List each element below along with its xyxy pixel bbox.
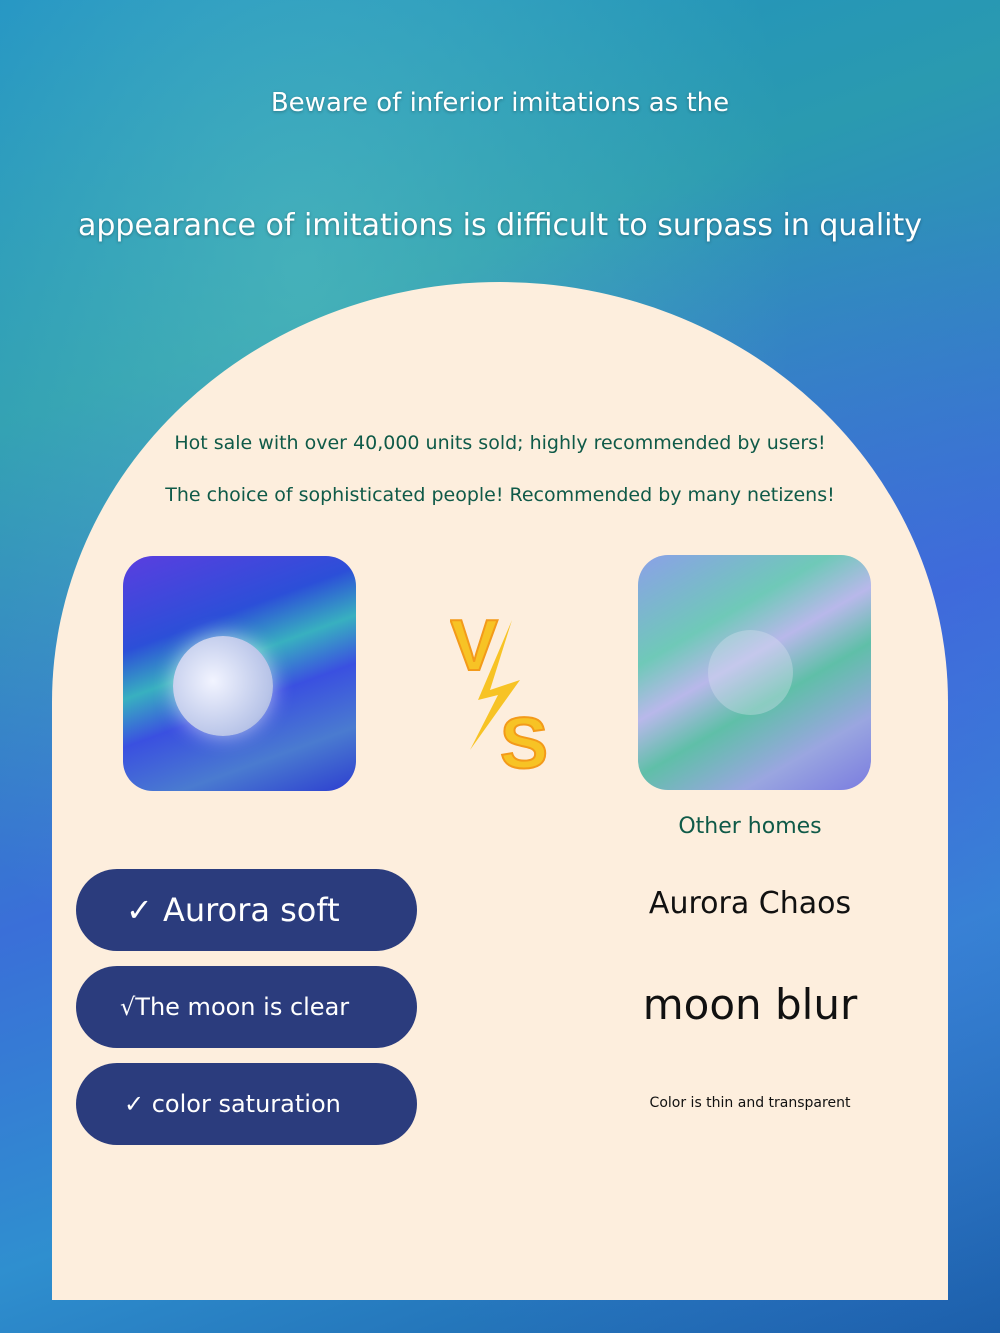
other-feature-aurora-chaos: Aurora Chaos — [648, 886, 852, 921]
vs-icon: V S — [450, 605, 549, 775]
feature-text: √The moon is clear — [120, 993, 350, 1021]
other-feature-color-thin: Color is thin and transparent — [649, 1095, 851, 1111]
tagline-choice: The choice of sophisticated people! Reco… — [165, 484, 835, 506]
feature-text: ✓ Aurora soft — [126, 891, 340, 929]
svg-text:S: S — [500, 704, 548, 775]
other-product-image — [638, 555, 871, 790]
feature-text: ✓ color saturation — [124, 1090, 341, 1118]
blurry-moon — [708, 630, 793, 715]
feature-pill-aurora-soft: ✓ Aurora soft — [76, 869, 417, 951]
headline-line-1: Beware of inferior imitations as the — [270, 88, 730, 118]
feature-pill-color-saturation: ✓ color saturation — [76, 1063, 417, 1145]
feature-pill-moon-clear: √The moon is clear — [76, 966, 417, 1048]
other-feature-moon-blur: moon blur — [642, 980, 858, 1029]
our-product-image — [123, 556, 356, 791]
tagline-sales: Hot sale with over 40,000 units sold; hi… — [174, 432, 826, 454]
clear-moon — [173, 636, 273, 736]
other-homes-label: Other homes — [678, 814, 822, 839]
headline-line-2: appearance of imitations is difficult to… — [77, 208, 923, 243]
